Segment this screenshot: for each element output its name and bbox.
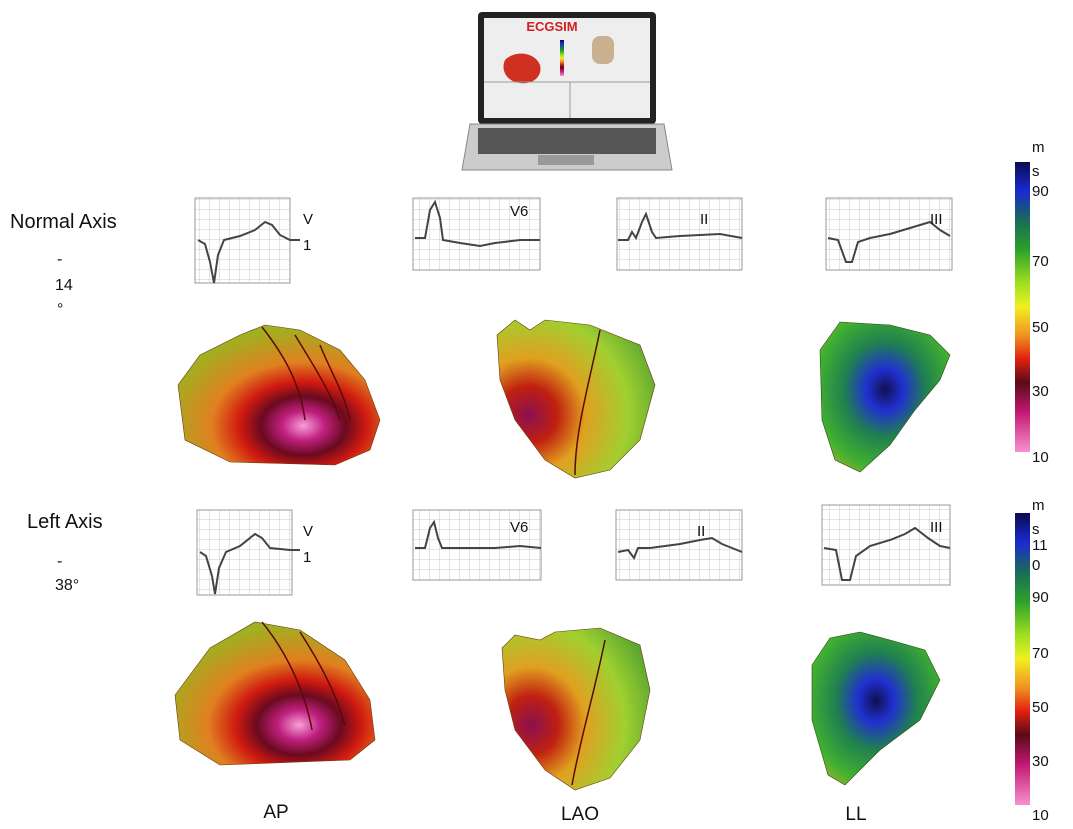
- lead-label: 1: [303, 549, 311, 566]
- colorbar-unit: m: [1032, 497, 1045, 514]
- colorbar-tick: 10: [1032, 449, 1049, 466]
- colorbar-tick: 50: [1032, 699, 1049, 716]
- lead-label: II: [697, 523, 705, 540]
- axis-angle: 38°: [55, 577, 79, 594]
- axis-angle: 14: [55, 277, 73, 294]
- colorbar-tick: 11: [1032, 537, 1048, 554]
- colorbar-tick: 70: [1032, 645, 1049, 662]
- lead-label: V: [303, 211, 313, 228]
- colorbar-tick: 70: [1032, 253, 1049, 270]
- view-label: LL: [845, 804, 866, 825]
- view-label: AP: [263, 802, 288, 823]
- axis-angle: °: [57, 301, 63, 318]
- colorbar-tick: 30: [1032, 753, 1049, 770]
- screen-title: ECGSIM: [526, 19, 577, 34]
- colorbar-tick: 30: [1032, 383, 1049, 400]
- ecg-traces: [194, 197, 953, 596]
- row-label: Left Axis: [27, 511, 103, 533]
- view-label: LAO: [561, 804, 599, 825]
- colorbar: [1015, 162, 1030, 452]
- colorbar: [1015, 513, 1030, 805]
- axis-angle: -: [57, 553, 62, 570]
- colorbar-tick: 10: [1032, 807, 1049, 824]
- heart-maps: [174, 319, 951, 791]
- colorbar-tick: 50: [1032, 319, 1049, 336]
- colorbar-tick: 90: [1032, 589, 1049, 606]
- colorbar-unit: m: [1032, 139, 1045, 156]
- colorbar-unit: s: [1032, 163, 1040, 180]
- lead-label: V6: [510, 519, 528, 536]
- colorbar-tick: 0: [1032, 557, 1040, 574]
- lead-label: III: [930, 211, 943, 228]
- colorbar-tick: 90: [1032, 183, 1049, 200]
- lead-label: V6: [510, 203, 528, 220]
- lead-label: II: [700, 211, 708, 228]
- laptop: ECGSIM: [461, 12, 673, 171]
- lead-label: 1: [303, 237, 311, 254]
- colorbar-unit: s: [1032, 521, 1040, 538]
- lead-label: V: [303, 523, 313, 540]
- axis-angle: -: [57, 251, 62, 268]
- row-label: Normal Axis: [10, 211, 117, 233]
- lead-label: III: [930, 519, 943, 536]
